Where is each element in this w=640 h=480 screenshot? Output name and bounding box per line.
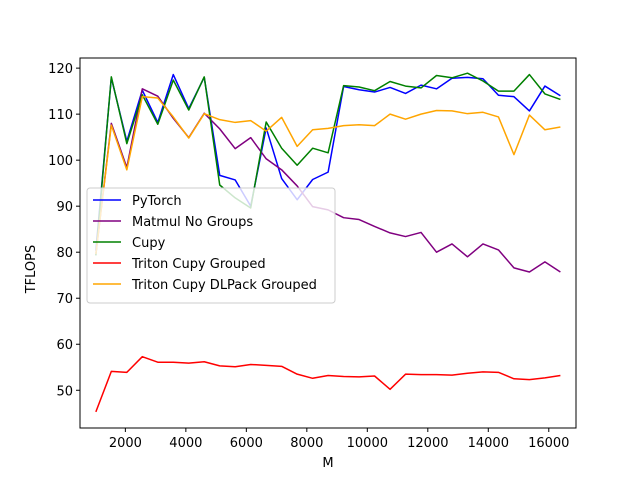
plot-frame [79,57,577,429]
legend-box [86,187,336,304]
legend: PyTorch Matmul No Groups Cupy Triton Cupy G… [86,187,336,304]
y-tick-label: 120 [48,62,73,77]
x-tick-label: 2000 [109,436,142,451]
legend-label: Triton Cupy DLPack Grouped [131,278,317,293]
y-tick-label: 50 [56,384,73,399]
y-axis: 50 60 70 80 90 100 110 120 [48,62,80,399]
x-axis-label: M [322,456,333,471]
x-tick-label: 4000 [169,436,202,451]
legend-label: Matmul No Groups [132,215,253,230]
y-tick-label: 80 [56,246,73,261]
x-tick-label: 14000 [468,436,509,451]
series-line-2 [95,72,561,256]
y-tick-label: 60 [56,338,73,353]
x-tick-label: 12000 [407,436,448,451]
y-tick-label: 70 [56,292,73,307]
legend-label: PyTorch [132,194,182,209]
legend-label: Triton Cupy Grouped [131,257,266,272]
x-tick-label: 10000 [347,436,388,451]
y-tick-label: 90 [56,200,73,215]
y-tick-label: 110 [48,108,73,123]
x-tick-label: 8000 [290,436,323,451]
y-tick-label: 100 [48,154,73,169]
x-tick-label: 16000 [528,436,569,451]
series-line-4 [95,95,561,255]
series-line-3 [95,355,561,413]
legend-label: Cupy [132,236,166,251]
x-axis: 2000 4000 6000 8000 10000 12000 14000 16000 [109,428,569,451]
series-line-0 [95,73,561,251]
y-axis-label: TFLOPS [24,245,39,295]
x-tick-label: 6000 [230,436,263,451]
